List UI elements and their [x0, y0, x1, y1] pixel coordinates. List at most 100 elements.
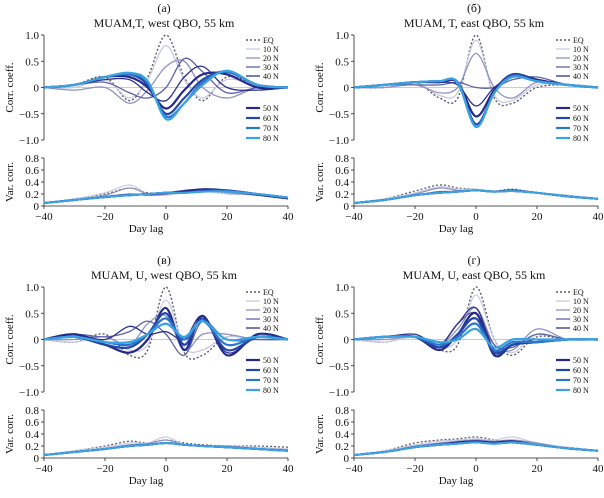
var-y-tick-label: 0.2: [335, 189, 349, 201]
legend-label: 40 N: [573, 324, 589, 333]
corr-y-tick-label: 0.5: [25, 56, 39, 68]
legend-label: 60 N: [573, 114, 589, 123]
legend-label: 10 N: [263, 297, 279, 306]
var-y-tick-label: 0.2: [335, 441, 349, 453]
corr-y-tick-label: 1.0: [335, 30, 349, 42]
var-y-tick-label: 0.6: [25, 165, 39, 177]
legend-label: 60 N: [573, 366, 589, 375]
x-label: Day lag: [439, 475, 474, 487]
x-tick-label: 40: [593, 211, 604, 223]
corr-y-tick-label: 1.0: [25, 282, 39, 294]
corr-y-tick-label: 1.0: [335, 282, 349, 294]
x-tick-label: 40: [283, 211, 295, 223]
var-y-tick-label: 0.4: [25, 429, 39, 441]
legend-label: 50 N: [573, 104, 589, 113]
var-y-tick-label: 0.8: [335, 405, 349, 417]
var-y-tick-label: 0.8: [335, 153, 349, 165]
var-y-tick-label: 0.6: [335, 165, 349, 177]
var-y-tick-label: 0.4: [335, 177, 349, 189]
panel-title: MUAM, T, east QBO, 55 km: [404, 16, 545, 30]
legend-label: 10 N: [263, 45, 279, 54]
chart-panel-2: (б)MUAM, T, east QBO, 55 km1.00.50−0.5−1…: [314, 1, 604, 235]
corr-y-label: Corr. coeff.: [4, 62, 16, 112]
x-label: Day lag: [439, 223, 474, 235]
legend-label: 20 N: [573, 306, 589, 315]
corr-y-tick-label: 1.0: [25, 30, 39, 42]
corr-series-80n: [354, 77, 598, 127]
legend-label: 10 N: [573, 297, 589, 306]
panel-label: (г): [468, 253, 481, 267]
var-series-eq: [354, 185, 598, 203]
var-y-label: Var. corr.: [314, 162, 326, 202]
corr-y-tick-label: −1.0: [19, 387, 39, 399]
panel-label: (б): [467, 1, 481, 15]
var-series-50n: [44, 189, 288, 203]
legend-label: 20 N: [263, 306, 279, 315]
corr-y-tick-label: 0: [34, 83, 40, 95]
legend-label: 70 N: [573, 376, 589, 385]
var-y-tick-label: 0.8: [25, 405, 39, 417]
legend-label: 20 N: [573, 54, 589, 63]
legend-label: 80 N: [263, 134, 279, 143]
panel-label: (в): [157, 253, 171, 267]
legend-label: 80 N: [573, 134, 589, 143]
x-tick-label: −40: [345, 211, 363, 223]
legend-label: 40 N: [263, 72, 279, 81]
legend-label: 10 N: [573, 45, 589, 54]
corr-y-tick-label: 0: [344, 83, 350, 95]
var-y-tick-label: 0.4: [335, 429, 349, 441]
x-tick-label: −40: [35, 211, 53, 223]
corr-series-30n: [44, 58, 288, 98]
panel-title: MUAM, U, west QBO, 55 km: [91, 268, 238, 282]
x-tick-label: 40: [593, 463, 604, 475]
corr-series-80n: [44, 71, 288, 120]
corr-y-label: Corr. coeff.: [4, 314, 16, 364]
corr-series-eq: [354, 35, 598, 106]
legend-label: EQ: [573, 36, 584, 45]
panel-title: MUAM,T, west QBO, 55 km: [94, 16, 235, 30]
x-tick-label: 0: [163, 463, 169, 475]
x-tick-label: −20: [96, 211, 114, 223]
var-series-40n: [44, 189, 288, 203]
x-tick-label: −20: [406, 211, 424, 223]
var-y-label: Var. corr.: [314, 414, 326, 454]
x-tick-label: 0: [163, 211, 169, 223]
corr-series-40n: [354, 77, 598, 106]
var-y-label: Var. corr.: [4, 162, 16, 202]
corr-series-70n: [44, 72, 288, 117]
x-tick-label: 20: [532, 211, 544, 223]
corr-y-tick-label: −1.0: [329, 387, 349, 399]
legend-label: 50 N: [573, 356, 589, 365]
legend-label: 30 N: [573, 63, 589, 72]
legend-label: 50 N: [263, 356, 279, 365]
var-series-80n: [354, 442, 598, 455]
var-y-tick-label: 0.6: [335, 417, 349, 429]
corr-y-label: Corr. coeff.: [314, 314, 326, 364]
var-series-80n: [44, 443, 288, 455]
corr-y-tick-label: 0: [34, 335, 40, 347]
var-series-30n: [44, 189, 288, 203]
corr-y-tick-label: −1.0: [329, 135, 349, 147]
var-y-label: Var. corr.: [4, 414, 16, 454]
x-tick-label: 20: [222, 463, 234, 475]
corr-y-tick-label: 0.5: [335, 56, 349, 68]
legend-label: EQ: [573, 288, 584, 297]
var-y-tick-label: 0.8: [25, 153, 39, 165]
panel-label: (а): [157, 1, 170, 15]
chart-panel-1: (а)MUAM,T, west QBO, 55 km1.00.50−0.5−1.…: [4, 1, 294, 235]
corr-series-50n: [354, 74, 598, 116]
var-y-tick-label: 0.4: [25, 177, 39, 189]
legend-label: 70 N: [263, 376, 279, 385]
corr-y-tick-label: 0: [344, 335, 350, 347]
legend-label: 70 N: [573, 124, 589, 133]
x-tick-label: −20: [406, 463, 424, 475]
x-tick-label: 0: [473, 211, 479, 223]
corr-y-tick-label: −0.5: [19, 109, 39, 121]
x-tick-label: 0: [473, 463, 479, 475]
legend-label: 30 N: [573, 315, 589, 324]
x-tick-label: −40: [35, 463, 53, 475]
legend-label: 60 N: [263, 114, 279, 123]
x-tick-label: 40: [283, 463, 295, 475]
legend-label: 40 N: [263, 324, 279, 333]
